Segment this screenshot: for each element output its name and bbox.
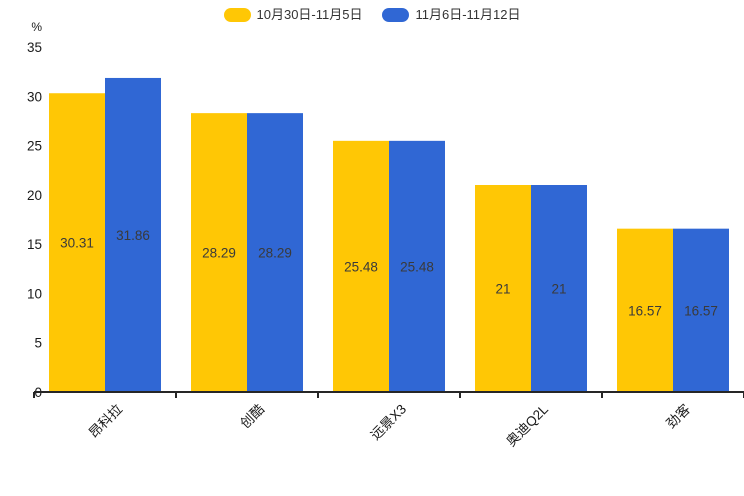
bar-value-label: 30.31 xyxy=(60,236,94,251)
legend: 10月30日-11月5日 11月6日-11月12日 xyxy=(0,6,744,24)
bar-yellow-5[interactable] xyxy=(617,228,673,392)
legend-swatch-blue-icon xyxy=(382,8,410,22)
bar-value-label: 31.86 xyxy=(116,228,150,243)
bar-value-label: 16.57 xyxy=(628,303,662,318)
bar-blue-4[interactable] xyxy=(531,185,587,392)
x-category-label: 创酷 xyxy=(237,401,267,431)
legend-label-week1: 10月30日-11月5日 xyxy=(256,7,363,22)
x-category-label: 劲客 xyxy=(663,400,694,431)
bar-yellow-4[interactable] xyxy=(475,185,531,392)
x-category-label: 奥迪Q2L xyxy=(503,400,552,449)
bar-value-label: 28.29 xyxy=(258,246,292,261)
bar-blue-2[interactable] xyxy=(247,113,303,393)
legend-item-week2[interactable]: 11月6日-11月12日 xyxy=(382,6,521,24)
y-tick-label: 10 xyxy=(27,286,42,301)
y-tick-label: 20 xyxy=(27,188,42,203)
legend-label-week2: 11月6日-11月12日 xyxy=(415,7,521,22)
bar-value-label: 21 xyxy=(495,282,510,297)
bar-blue-5[interactable] xyxy=(673,228,729,392)
bar-yellow-1[interactable] xyxy=(49,93,105,392)
y-tick-label: 30 xyxy=(27,89,42,104)
bar-yellow-3[interactable] xyxy=(333,140,389,392)
bar-value-label: 16.57 xyxy=(684,303,718,318)
y-tick-label: 5 xyxy=(34,336,42,351)
y-tick-label: 35 xyxy=(27,40,42,55)
x-category-label: 昂科拉 xyxy=(86,401,126,441)
bar-value-label: 25.48 xyxy=(400,259,434,274)
bar-value-label: 21 xyxy=(551,282,566,297)
bar-blue-3[interactable] xyxy=(389,140,445,392)
bar-yellow-2[interactable] xyxy=(191,113,247,393)
y-tick-label: 25 xyxy=(27,139,42,154)
y-axis-unit-label: % xyxy=(31,20,42,34)
y-tick-label: 15 xyxy=(27,237,42,252)
x-category-label: 远景X3 xyxy=(368,402,409,443)
bar-value-label: 25.48 xyxy=(344,259,378,274)
legend-item-week1[interactable]: 10月30日-11月5日 xyxy=(223,6,363,24)
bar-blue-1[interactable] xyxy=(105,77,161,393)
legend-swatch-yellow-icon xyxy=(223,8,251,22)
bar-value-label: 28.29 xyxy=(202,246,236,261)
